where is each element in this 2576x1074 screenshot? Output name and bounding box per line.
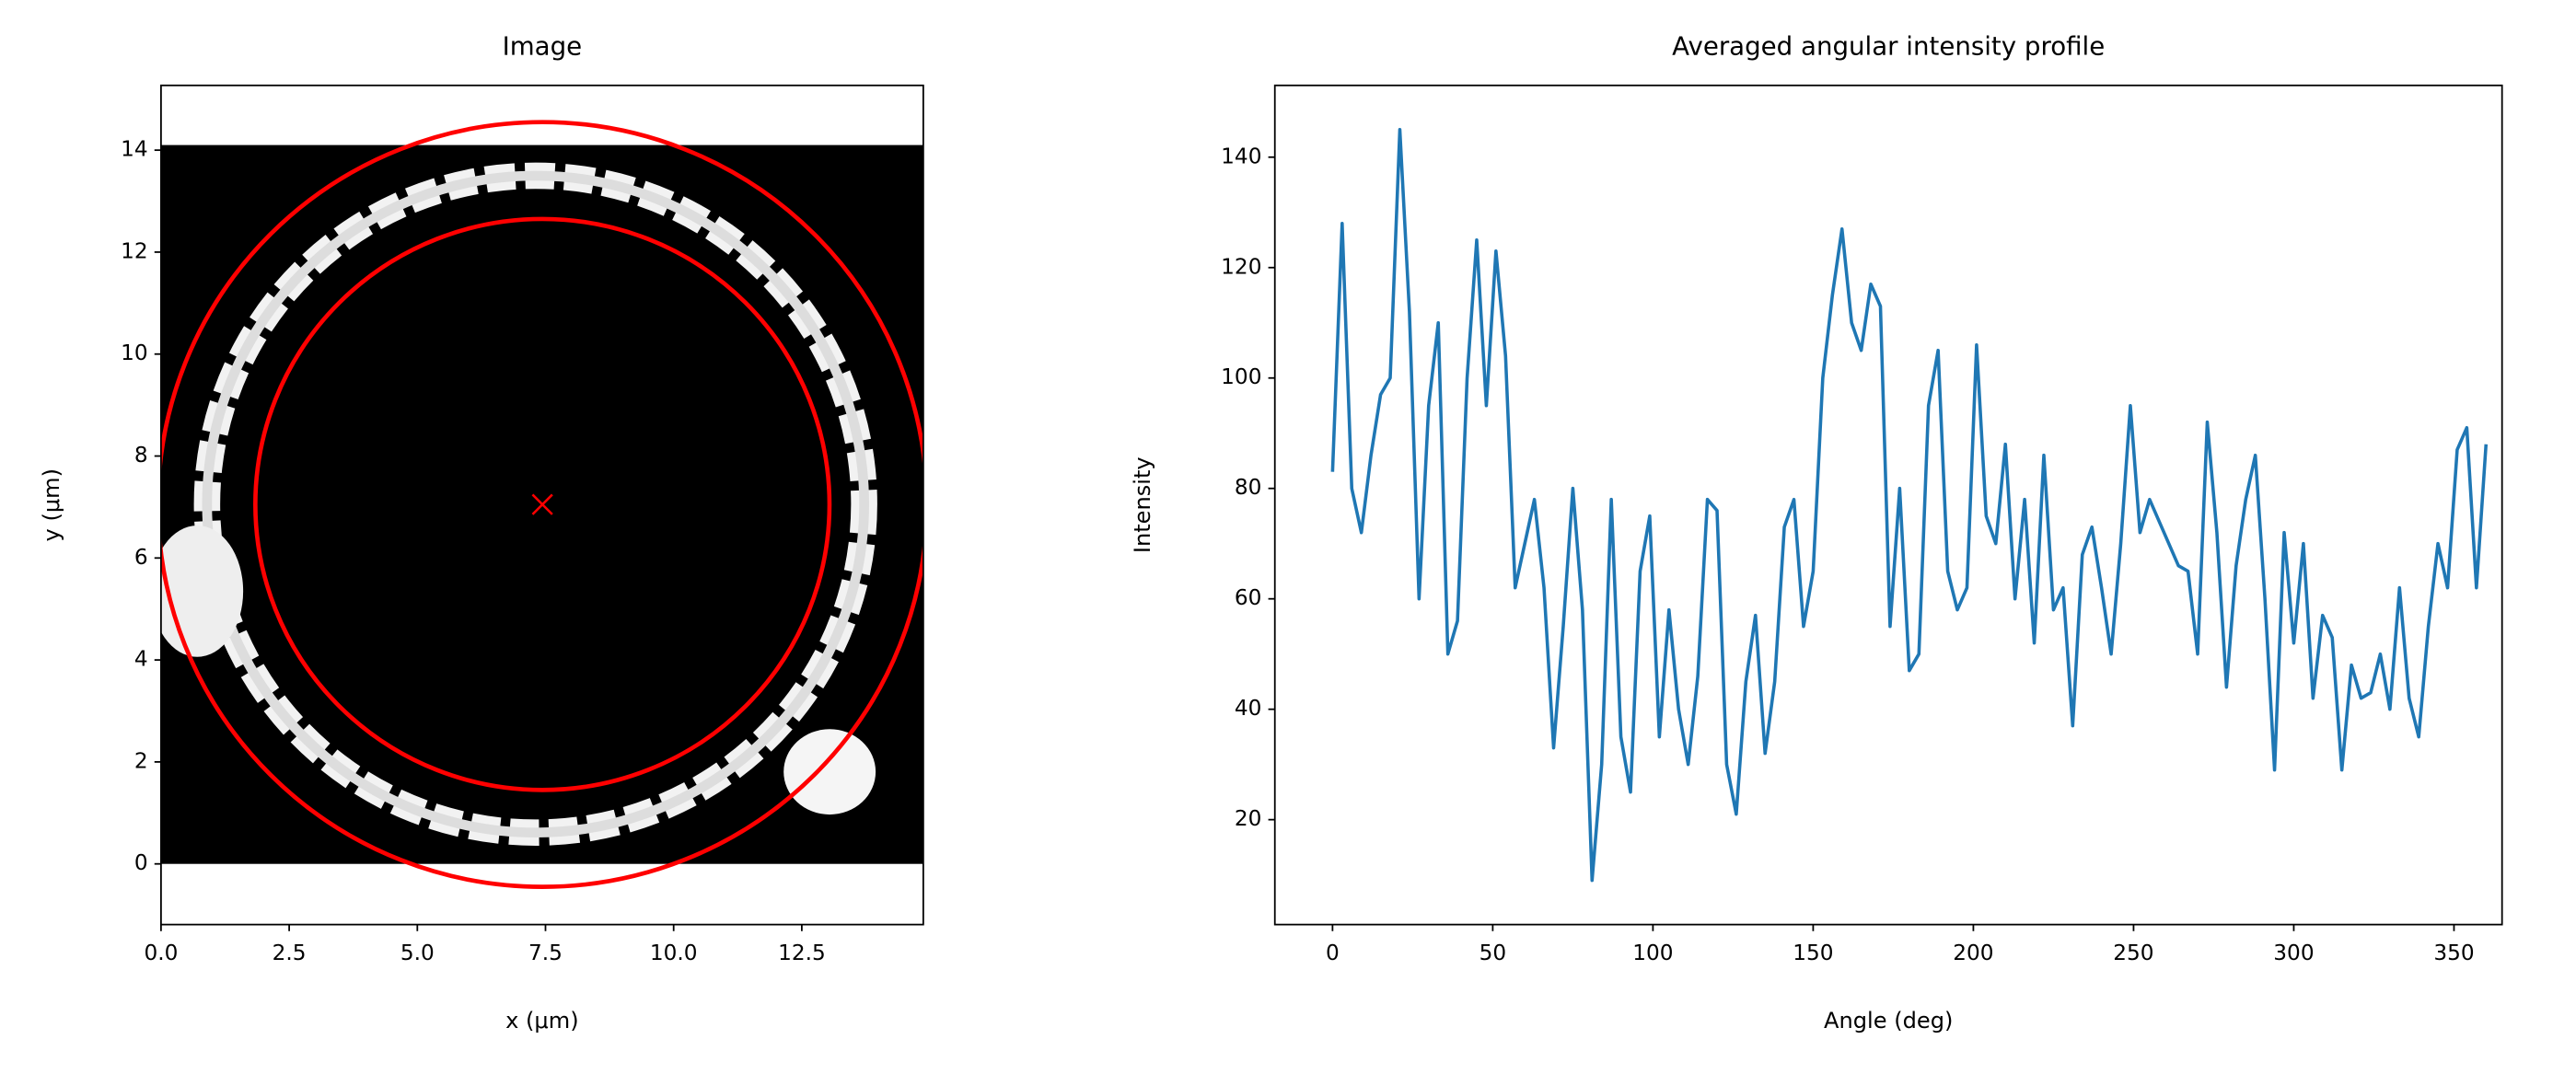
y-tick-label: 10: [121, 341, 148, 365]
y-tick-label: 8: [134, 443, 148, 468]
x-tick-label: 2.5: [273, 941, 307, 965]
y-axis-label: y (μm): [39, 468, 64, 541]
y-tick-label: 80: [1235, 475, 1262, 500]
bright-blob: [783, 729, 876, 815]
x-tick-label: 250: [2113, 941, 2153, 965]
x-tick-label: 350: [2433, 941, 2474, 965]
y-tick-label: 20: [1235, 806, 1262, 831]
axes-frame: [1273, 84, 2503, 926]
axes-frame: [160, 84, 924, 926]
y-tick-label: 2: [134, 748, 148, 773]
x-tick-label: 50: [1479, 941, 1507, 965]
y-tick-label: 100: [1221, 364, 1261, 389]
x-tick-label: 100: [1632, 941, 1673, 965]
x-axis-label: x (μm): [505, 1008, 578, 1034]
y-tick-label: 40: [1235, 696, 1262, 721]
y-tick-label: 0: [134, 850, 148, 875]
y-tick-label: 120: [1221, 254, 1261, 279]
y-tick-label: 14: [121, 137, 148, 162]
x-tick-label: 12.5: [778, 941, 826, 965]
y-tick-label: 4: [134, 647, 148, 672]
y-axis-label: Intensity: [1130, 456, 1155, 553]
x-tick-label: 0: [1326, 941, 1340, 965]
plot-area: [1330, 127, 2489, 883]
fit-circle: [160, 120, 923, 889]
bright-blob: [160, 525, 244, 657]
fit-circle: [253, 216, 832, 792]
x-tick-label: 5.0: [400, 941, 435, 965]
x-tick-label: 300: [2273, 941, 2314, 965]
axes-title: Image: [503, 31, 583, 62]
y-tick-label: 12: [121, 238, 148, 263]
x-tick-label: 150: [1793, 941, 1833, 965]
x-tick-label: 200: [1953, 941, 1993, 965]
axes-layer: 0.0 2.5 5.0 7.5 10.0 12.5 0 2 4 6 8 10 12 14 Image x (μ…: [39, 31, 2503, 1034]
y-tick-label: 6: [134, 545, 148, 570]
line-series: [1330, 127, 2489, 883]
fit-circles: [160, 120, 923, 889]
y-tick-label: 60: [1235, 585, 1262, 610]
center-marker: [531, 493, 553, 515]
x-axis-label: Angle (deg): [1824, 1008, 1953, 1034]
x-tick-label: 7.5: [528, 941, 563, 965]
axes-title: Averaged angular intensity profile: [1672, 31, 2105, 62]
y-tick-label: 140: [1221, 144, 1261, 168]
image-texture: [160, 162, 877, 846]
x-tick-label: 0.0: [144, 941, 178, 965]
bright-ring-core: [202, 170, 869, 838]
x-tick-label: 10.0: [650, 941, 698, 965]
